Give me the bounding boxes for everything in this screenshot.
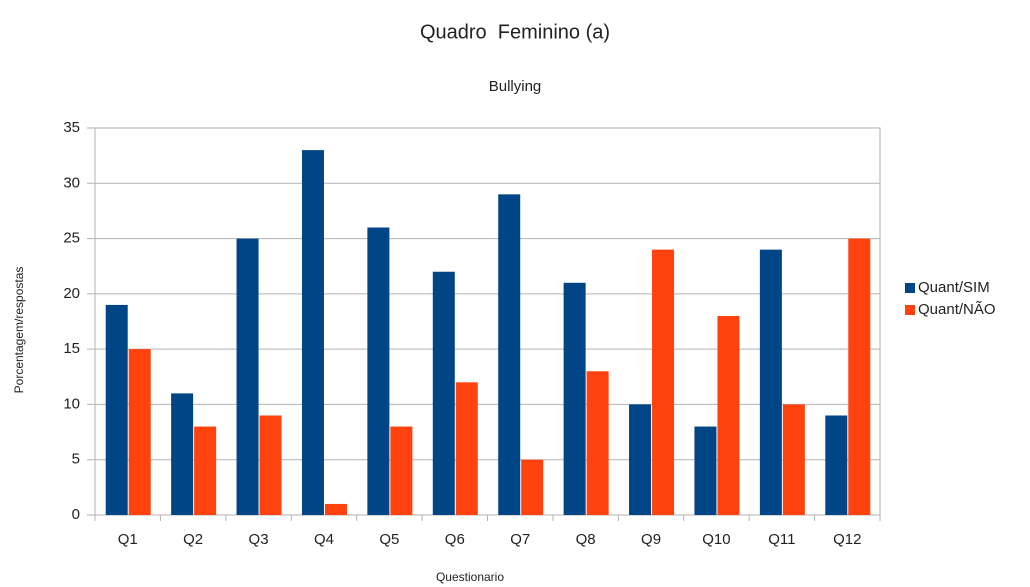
y-tick-label: 25 <box>63 230 80 247</box>
bar <box>455 382 478 515</box>
bar <box>259 415 282 515</box>
x-tick-label: Q12 <box>833 531 861 548</box>
bar <box>432 271 455 515</box>
bar <box>848 238 871 516</box>
x-axis-label: Questionario <box>436 570 504 584</box>
x-tick-label: Q5 <box>379 531 399 548</box>
y-tick-label: 5 <box>72 451 80 468</box>
bar <box>694 426 717 515</box>
x-tick-label: Q7 <box>510 531 530 548</box>
y-tick-label: 35 <box>63 119 80 136</box>
x-tick-label: Q3 <box>249 531 269 548</box>
bar <box>128 349 151 515</box>
bar <box>759 249 782 515</box>
legend-swatch <box>905 305 915 315</box>
bar <box>194 426 217 515</box>
y-tick-label: 10 <box>63 395 80 412</box>
x-tick-label: Q9 <box>641 531 661 548</box>
x-tick-label: Q10 <box>702 531 730 548</box>
bar <box>782 404 805 515</box>
x-tick-label: Q2 <box>183 531 203 548</box>
legend-label: Quant/NÃO <box>918 301 996 318</box>
y-tick-label: 15 <box>63 340 80 357</box>
x-tick-label: Q4 <box>314 531 334 548</box>
legend-swatch <box>905 283 915 293</box>
bar <box>521 459 544 515</box>
bar <box>563 282 586 515</box>
bar <box>717 315 740 515</box>
bar <box>171 393 194 515</box>
bar <box>652 249 675 515</box>
x-tick-label: Q1 <box>118 531 138 548</box>
bar <box>367 227 390 515</box>
y-tick-label: 0 <box>72 506 80 523</box>
x-tick-label: Q8 <box>576 531 596 548</box>
bar <box>324 503 347 515</box>
bar <box>236 238 259 516</box>
bar <box>390 426 413 515</box>
x-tick-label: Q11 <box>768 531 795 548</box>
chart-title: Quadro Feminino (a) <box>420 21 610 43</box>
y-axis-label: Porcentagem/respostas <box>12 267 26 394</box>
bar <box>498 194 521 516</box>
y-tick-label: 30 <box>63 174 80 191</box>
bar <box>105 304 128 515</box>
bar <box>586 371 609 515</box>
bar <box>301 150 324 515</box>
legend-label: Quant/SIM <box>918 279 990 296</box>
bar <box>629 404 652 515</box>
y-tick-label: 20 <box>63 285 80 302</box>
chart-subtitle: Bullying <box>489 78 542 95</box>
x-tick-label: Q6 <box>445 531 465 548</box>
bar <box>825 415 848 515</box>
